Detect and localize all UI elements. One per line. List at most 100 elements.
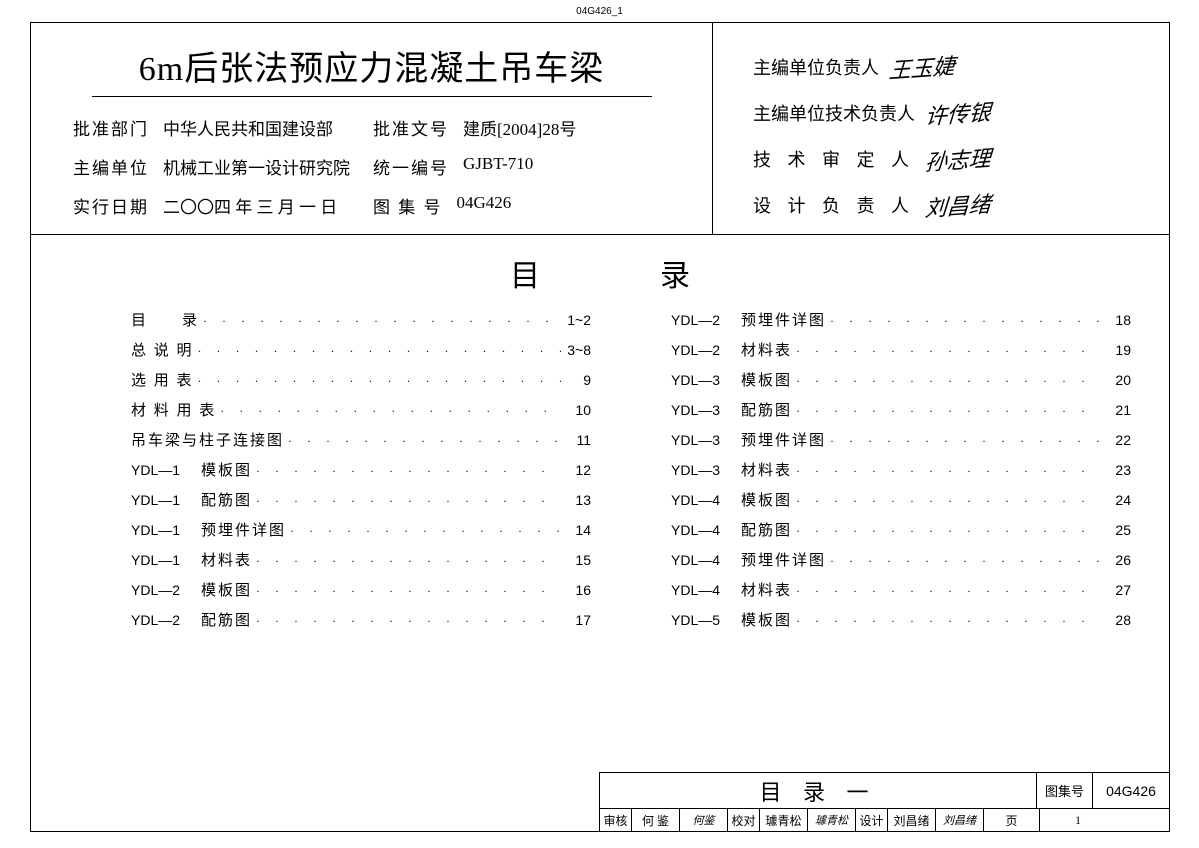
toc-row: YDL—1模板图· · · · · · · · · · · · · · · · … bbox=[131, 459, 591, 489]
toc-dots: · · · · · · · · · · · · · · · · · · · · … bbox=[792, 404, 1101, 419]
footer-title-block: 目 录 一 图集号 04G426 审核 何 鉴 何鉴 校对 璩青松 璩青松 设计… bbox=[599, 772, 1169, 831]
toc-dots: · · · · · · · · · · · · · · · · · · · · … bbox=[826, 554, 1101, 569]
toc-label: 配筋图 bbox=[201, 609, 252, 630]
footer-atlas-label: 图集号 bbox=[1037, 773, 1093, 808]
meta-value: GJBT-710 bbox=[463, 154, 533, 179]
document-frame: 6m后张法预应力混凝土吊车梁 批准部门 中华人民共和国建设部 批准文号 建质[2… bbox=[30, 22, 1170, 832]
toc-row: YDL—3配筋图· · · · · · · · · · · · · · · · … bbox=[671, 399, 1131, 429]
toc-row: 选 用 表· · · · · · · · · · · · · · · · · ·… bbox=[131, 369, 591, 399]
toc-label: 总 说 明 bbox=[131, 339, 194, 360]
meta-effective-date: 实行日期 二〇〇四 年 三 月 一 日 bbox=[73, 193, 373, 218]
footer-check-label: 校对 bbox=[728, 809, 760, 831]
toc-label: 预埋件详图 bbox=[741, 429, 826, 450]
footer-check-sig: 璩青松 bbox=[808, 809, 856, 831]
toc-page: 10 bbox=[561, 402, 591, 418]
toc-dots: · · · · · · · · · · · · · · · · · · · · … bbox=[792, 374, 1101, 389]
footer-check-name: 璩青松 bbox=[760, 809, 808, 831]
toc-label: 模板图 bbox=[741, 609, 792, 630]
toc-dots: · · · · · · · · · · · · · · · · · · · · … bbox=[199, 314, 561, 329]
toc-label: 材料表 bbox=[741, 339, 792, 360]
toc-page: 20 bbox=[1101, 372, 1131, 388]
toc-label: 模板图 bbox=[201, 579, 252, 600]
toc-row: YDL—3材料表· · · · · · · · · · · · · · · · … bbox=[671, 459, 1131, 489]
toc-code: YDL—3 bbox=[671, 372, 741, 388]
footer-review-name: 何 鉴 bbox=[632, 809, 680, 831]
toc-label: 配筋图 bbox=[741, 519, 792, 540]
toc-row: YDL—4模板图· · · · · · · · · · · · · · · · … bbox=[671, 489, 1131, 519]
toc-dots: · · · · · · · · · · · · · · · · · · · · … bbox=[252, 464, 561, 479]
toc-code: YDL—2 bbox=[131, 612, 201, 628]
toc-label: 材料表 bbox=[741, 579, 792, 600]
signature-mark: 王玉婕 bbox=[888, 49, 956, 86]
toc-code: YDL—1 bbox=[131, 492, 201, 508]
toc-row: YDL—4配筋图· · · · · · · · · · · · · · · · … bbox=[671, 519, 1131, 549]
footer-atlas-value: 04G426 bbox=[1093, 773, 1169, 808]
toc-row: 吊车梁与柱子连接图· · · · · · · · · · · · · · · ·… bbox=[131, 429, 591, 459]
signature-mark: 许传银 bbox=[924, 95, 992, 132]
meta-value: 二〇〇四 年 三 月 一 日 bbox=[163, 193, 337, 218]
toc-dots: · · · · · · · · · · · · · · · · · · · · … bbox=[194, 374, 561, 389]
toc-label: 目 录 bbox=[131, 309, 199, 330]
toc-label: 预埋件详图 bbox=[201, 519, 286, 540]
toc-code: YDL—5 bbox=[671, 612, 741, 628]
toc-dots: · · · · · · · · · · · · · · · · · · · · … bbox=[792, 614, 1101, 629]
toc-page: 1~2 bbox=[561, 312, 591, 328]
toc-page: 3~8 bbox=[561, 342, 591, 358]
toc-label: 预埋件详图 bbox=[741, 549, 826, 570]
footer-top-row: 目 录 一 图集号 04G426 bbox=[600, 773, 1169, 809]
toc-code: YDL—4 bbox=[671, 492, 741, 508]
meta-unified-no: 统一编号 GJBT-710 bbox=[373, 154, 673, 179]
toc-page: 17 bbox=[561, 612, 591, 628]
toc-page: 15 bbox=[561, 552, 591, 568]
footer-review-label: 审核 bbox=[600, 809, 632, 831]
footer-design-name: 刘昌绪 bbox=[888, 809, 936, 831]
meta-label: 主编单位 bbox=[73, 154, 149, 179]
toc-code: YDL—3 bbox=[671, 402, 741, 418]
toc-row: YDL—1材料表· · · · · · · · · · · · · · · · … bbox=[131, 549, 591, 579]
signature-label: 主编单位负责人 bbox=[753, 54, 879, 80]
meta-atlas-no: 图 集 号 04G426 bbox=[373, 193, 673, 218]
toc-dots: · · · · · · · · · · · · · · · · · · · · … bbox=[792, 584, 1101, 599]
toc-row: 材 料 用 表· · · · · · · · · · · · · · · · ·… bbox=[131, 399, 591, 429]
toc-page: 12 bbox=[561, 462, 591, 478]
toc-page: 24 bbox=[1101, 492, 1131, 508]
toc-row: YDL—2模板图· · · · · · · · · · · · · · · · … bbox=[131, 579, 591, 609]
toc-page: 11 bbox=[561, 432, 591, 448]
title-underline bbox=[92, 96, 652, 97]
toc-label: 模板图 bbox=[201, 459, 252, 480]
toc-code: YDL—2 bbox=[671, 342, 741, 358]
toc-dots: · · · · · · · · · · · · · · · · · · · · … bbox=[826, 314, 1101, 329]
toc-row: YDL—2预埋件详图· · · · · · · · · · · · · · · … bbox=[671, 309, 1131, 339]
toc-row: YDL—2材料表· · · · · · · · · · · · · · · · … bbox=[671, 339, 1131, 369]
toc-page: 19 bbox=[1101, 342, 1131, 358]
toc-page: 16 bbox=[561, 582, 591, 598]
toc-code: YDL—3 bbox=[671, 432, 741, 448]
toc-code: YDL—4 bbox=[671, 582, 741, 598]
toc-label: 材 料 用 表 bbox=[131, 399, 216, 420]
toc-label: 预埋件详图 bbox=[741, 309, 826, 330]
toc-code: YDL—1 bbox=[131, 522, 201, 538]
signature-line-1: 主编单位负责人 王玉婕 bbox=[753, 51, 1149, 83]
footer-review-sig: 何鉴 bbox=[680, 809, 728, 831]
toc-dots: · · · · · · · · · · · · · · · · · · · · … bbox=[216, 404, 561, 419]
toc-page: 27 bbox=[1101, 582, 1131, 598]
signature-label: 设 计 负 责 人 bbox=[753, 192, 915, 218]
signature-line-3: 技 术 审 定 人 孙志理 bbox=[753, 143, 1149, 175]
toc-label: 模板图 bbox=[741, 489, 792, 510]
meta-value: 04G426 bbox=[457, 193, 512, 218]
toc-row: YDL—3预埋件详图· · · · · · · · · · · · · · · … bbox=[671, 429, 1131, 459]
toc-code: YDL—4 bbox=[671, 552, 741, 568]
toc-row: YDL—5模板图· · · · · · · · · · · · · · · · … bbox=[671, 609, 1131, 639]
toc-body: 目录 目 录· · · · · · · · · · · · · · · · · … bbox=[31, 235, 1169, 639]
toc-page: 21 bbox=[1101, 402, 1131, 418]
meta-label: 批准部门 bbox=[73, 115, 149, 140]
signature-mark: 孙志理 bbox=[924, 141, 992, 178]
toc-row: YDL—3模板图· · · · · · · · · · · · · · · · … bbox=[671, 369, 1131, 399]
toc-columns: 目 录· · · · · · · · · · · · · · · · · · ·… bbox=[31, 309, 1169, 639]
toc-page: 28 bbox=[1101, 612, 1131, 628]
meta-label: 实行日期 bbox=[73, 193, 149, 218]
page-code-top: 04G426_1 bbox=[576, 6, 623, 17]
signature-label: 技 术 审 定 人 bbox=[753, 146, 915, 172]
footer-design-label: 设计 bbox=[856, 809, 888, 831]
meta-value: 机械工业第一设计研究院 bbox=[163, 154, 350, 179]
